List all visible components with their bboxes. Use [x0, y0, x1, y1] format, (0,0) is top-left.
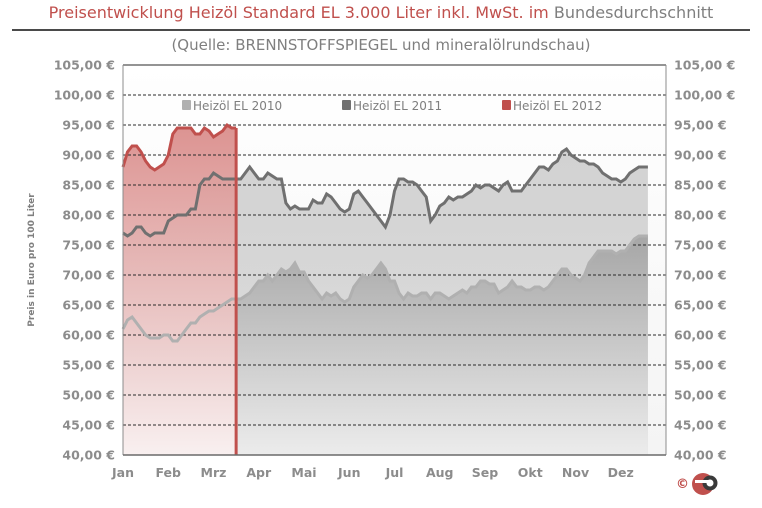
y-tick-label-right: 75,00 € [674, 238, 727, 253]
series-lines [121, 122, 648, 455]
x-tick-label: Sep [472, 465, 498, 480]
y-tick-label-left: 50,00 € [62, 388, 115, 403]
y-tick-label-right: 50,00 € [674, 388, 727, 403]
copyright-logo: © [676, 473, 718, 495]
axes [122, 65, 667, 456]
y-tick-label-left: 80,00 € [62, 208, 115, 223]
y-tick-label-left: 70,00 € [62, 268, 115, 283]
x-tick-label: Jan [111, 465, 134, 480]
y-tick-label-right: 80,00 € [674, 208, 727, 223]
legend-swatch [182, 100, 191, 110]
area-2010 [123, 236, 648, 455]
line-2012 [121, 122, 237, 172]
y-tick-label-right: 60,00 € [674, 328, 727, 343]
legend-label: Heizöl EL 2012 [513, 99, 602, 113]
y-tick-label-left: 40,00 € [62, 448, 115, 463]
y-tick-label-right: 55,00 € [674, 358, 727, 373]
x-tick-label: Jun [337, 465, 360, 480]
chart-subtitle: (Quelle: BRENNSTOFFSPIEGEL und mineralöl… [171, 36, 591, 54]
x-tick-label: Aug [426, 465, 454, 480]
area-2012 [123, 125, 237, 455]
legend-label: Heizöl EL 2010 [193, 99, 282, 113]
x-tick-label: Okt [518, 465, 543, 480]
legend: Heizöl EL 2010 Heizöl EL 2011 Heizöl EL 20… [182, 99, 602, 113]
x-tick-label: Mai [291, 465, 316, 480]
series-area-2012 [123, 125, 237, 455]
x-axis: Jan Feb Mrz Apr Mai Jun Jul Aug Sep Okt Nov Dez [111, 465, 634, 480]
y-axis-left: 40,00 € 45,00 € 50,00 € 55,00 € 60,00 € 65,00… [54, 58, 115, 463]
chart-title: Preisentwicklung Heizöl Standard EL 3.00… [0, 3, 762, 22]
y-tick-label-right: 90,00 € [674, 148, 727, 163]
x-tick-label: Mrz [201, 465, 227, 480]
x-tick-label: Apr [246, 465, 272, 480]
y-axis-title: Preis in Euro pro 100 Liter [27, 193, 37, 327]
x-tick-label: Feb [156, 465, 182, 480]
y-tick-label-right: 105,00 € [674, 58, 735, 73]
y-axis-right: 40,00 € 45,00 € 50,00 € 55,00 € 60,00 € 65,00… [674, 58, 735, 463]
legend-swatch [342, 100, 351, 110]
chart-title-main: Preisentwicklung Heizöl Standard EL 3.00… [48, 3, 549, 22]
y-tick-label-left: 60,00 € [62, 328, 115, 343]
line-2011 [122, 146, 648, 238]
y-tick-label-right: 100,00 € [674, 88, 735, 103]
y-tick-label-right: 85,00 € [674, 178, 727, 193]
y-tick-label-left: 45,00 € [62, 418, 115, 433]
y-tick-label-left: 90,00 € [62, 148, 115, 163]
y-tick-label-left: 105,00 € [54, 58, 115, 73]
line-2010 [121, 234, 648, 343]
y-tick-label-right: 40,00 € [674, 448, 727, 463]
copyright-symbol: © [676, 477, 689, 492]
y-tick-label-left: 65,00 € [62, 298, 115, 313]
y-tick-label-right: 45,00 € [674, 418, 727, 433]
x-tick-label: Jul [385, 465, 404, 480]
chart-title-region: Bundesdurchschnitt [553, 3, 714, 22]
legend-label: Heizöl EL 2011 [353, 99, 442, 113]
x-tick-label: Nov [562, 465, 589, 480]
y-tick-label-left: 75,00 € [62, 238, 115, 253]
y-tick-label-left: 85,00 € [62, 178, 115, 193]
y-tick-label-left: 100,00 € [54, 88, 115, 103]
title-divider [12, 29, 750, 31]
series-area-2010 [123, 236, 648, 455]
logo-stripe [695, 480, 709, 483]
y-tick-label-left: 55,00 € [62, 358, 115, 373]
x-tick-label: Dez [608, 465, 634, 480]
y-tick-label-right: 65,00 € [674, 298, 727, 313]
y-tick-label-left: 95,00 € [62, 118, 115, 133]
y-tick-label-right: 95,00 € [674, 118, 727, 133]
y-tick-label-right: 70,00 € [674, 268, 727, 283]
legend-swatch [502, 100, 511, 110]
